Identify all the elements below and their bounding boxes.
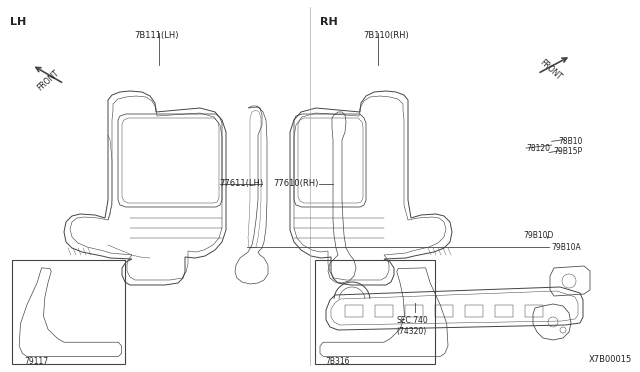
Text: (74320): (74320) — [397, 327, 427, 336]
Text: 7B316: 7B316 — [325, 357, 349, 366]
Text: FRONT: FRONT — [538, 58, 563, 82]
Text: FRONT: FRONT — [35, 68, 61, 92]
Text: RH: RH — [320, 17, 338, 27]
Text: 78B10: 78B10 — [558, 137, 582, 146]
Bar — [375, 305, 393, 317]
Text: 7B111(LH): 7B111(LH) — [134, 31, 179, 39]
Bar — [435, 305, 453, 317]
Bar — [405, 305, 423, 317]
Text: X7B00015: X7B00015 — [589, 355, 632, 364]
Text: 79B10A: 79B10A — [552, 243, 581, 251]
Text: 77610(RH): 77610(RH) — [273, 179, 319, 188]
Bar — [465, 305, 483, 317]
Text: 79B15P: 79B15P — [554, 147, 583, 156]
Bar — [315, 260, 435, 364]
Text: 78120: 78120 — [526, 144, 550, 153]
Text: 7B110(RH): 7B110(RH) — [364, 31, 409, 39]
Bar — [345, 305, 363, 317]
Text: LH: LH — [10, 17, 26, 27]
Text: 79117: 79117 — [24, 357, 49, 366]
Bar — [525, 305, 543, 317]
Text: 77611(LH): 77611(LH) — [220, 179, 264, 188]
Bar — [12, 260, 125, 364]
Text: 79B10D: 79B10D — [524, 231, 554, 240]
Bar — [495, 305, 513, 317]
Text: SEC.740: SEC.740 — [397, 316, 429, 325]
